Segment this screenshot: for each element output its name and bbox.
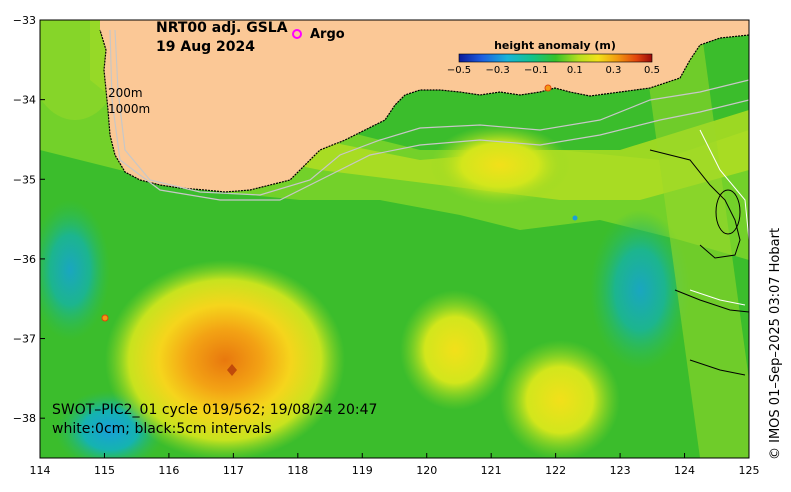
colorbar-tick-label: −0.1 bbox=[524, 65, 548, 76]
east-yellow-patch bbox=[430, 125, 570, 205]
y-tick-label: −37 bbox=[13, 333, 36, 346]
anomaly-field bbox=[40, 20, 749, 458]
swot-caption-line2: white:0cm; black:5cm intervals bbox=[52, 421, 272, 437]
x-tick-label: 119 bbox=[352, 464, 373, 477]
y-tick-label: −35 bbox=[13, 173, 36, 186]
land-coast-outline bbox=[99, 29, 749, 193]
imos-credit: © IMOS 01–Sep–2025 03:07 Hobart bbox=[768, 228, 783, 460]
x-tick-label: 124 bbox=[674, 464, 695, 477]
colorbar-tick-label: 0.5 bbox=[644, 65, 660, 76]
y-tick-label: −38 bbox=[13, 412, 36, 425]
argo-legend-label: Argo bbox=[310, 27, 345, 42]
west-cool-patch bbox=[40, 200, 110, 340]
map-title-line1: NRT00 adj. GSLA bbox=[156, 20, 288, 36]
swot-contour-black-1 bbox=[649, 149, 741, 259]
x-tick-label: 116 bbox=[158, 464, 179, 477]
x-tick-label: 123 bbox=[610, 464, 631, 477]
x-tick-label: 118 bbox=[287, 464, 308, 477]
argo-float bbox=[572, 215, 578, 221]
colorbar-ticks: −0.5 −0.3 −0.1 0.1 0.3 0.5 bbox=[447, 65, 660, 76]
y-tick-label: −36 bbox=[13, 253, 36, 266]
colorbar bbox=[458, 53, 653, 63]
y-axis: −33 −34 −35 −36 −37 −38 bbox=[13, 14, 45, 425]
swot-caption-line1: SWOT–PIC2_01 cycle 019/562; 19/08/24 20:… bbox=[52, 402, 377, 418]
x-tick-label: 125 bbox=[739, 464, 760, 477]
x-tick-label: 114 bbox=[30, 464, 51, 477]
colorbar-tick-label: 0.1 bbox=[567, 65, 583, 76]
south-east-yellow-patch bbox=[500, 340, 620, 458]
colorbar-tick-label: −0.3 bbox=[485, 65, 509, 76]
east-cool-patch bbox=[590, 210, 690, 370]
y-tick-label: −33 bbox=[13, 14, 36, 27]
swot-contour-black-3 bbox=[674, 289, 749, 313]
x-tick-label: 122 bbox=[545, 464, 566, 477]
isobath-1000m bbox=[109, 29, 749, 201]
swot-contour-white-1 bbox=[699, 129, 749, 241]
eddy-center-marker bbox=[227, 364, 237, 376]
depth-label-200m: 200m bbox=[108, 86, 143, 100]
argo-float bbox=[544, 84, 552, 92]
swot-contour-black-4 bbox=[689, 359, 746, 376]
central-south-yellow-patch bbox=[400, 290, 510, 410]
plot-frame bbox=[39, 19, 750, 459]
y-tick-label: −34 bbox=[13, 94, 36, 107]
x-tick-label: 117 bbox=[223, 464, 244, 477]
argo-float bbox=[101, 314, 109, 322]
colorbar-title: height anomaly (m) bbox=[494, 39, 616, 52]
depth-label-1000m: 1000m bbox=[108, 102, 150, 116]
x-tick-label: 121 bbox=[481, 464, 502, 477]
colorbar-tick-label: 0.3 bbox=[605, 65, 621, 76]
isobath-200m bbox=[114, 29, 749, 196]
north-west-patch bbox=[40, 20, 120, 120]
colorbar-tick-label: −0.5 bbox=[447, 65, 471, 76]
argo-legend-icon bbox=[292, 29, 302, 39]
x-axis: 114 115 116 117 118 119 120 121 122 123 124 125 bbox=[30, 453, 760, 477]
map-title-line2: 19 Aug 2024 bbox=[156, 39, 255, 55]
swot-contour-white-2 bbox=[689, 289, 746, 306]
x-tick-label: 120 bbox=[416, 464, 437, 477]
swot-swath bbox=[640, 20, 749, 458]
x-tick-label: 115 bbox=[94, 464, 115, 477]
land-mass bbox=[100, 20, 749, 192]
warm-eddy bbox=[105, 260, 345, 458]
swot-contour-black-2 bbox=[715, 189, 741, 235]
